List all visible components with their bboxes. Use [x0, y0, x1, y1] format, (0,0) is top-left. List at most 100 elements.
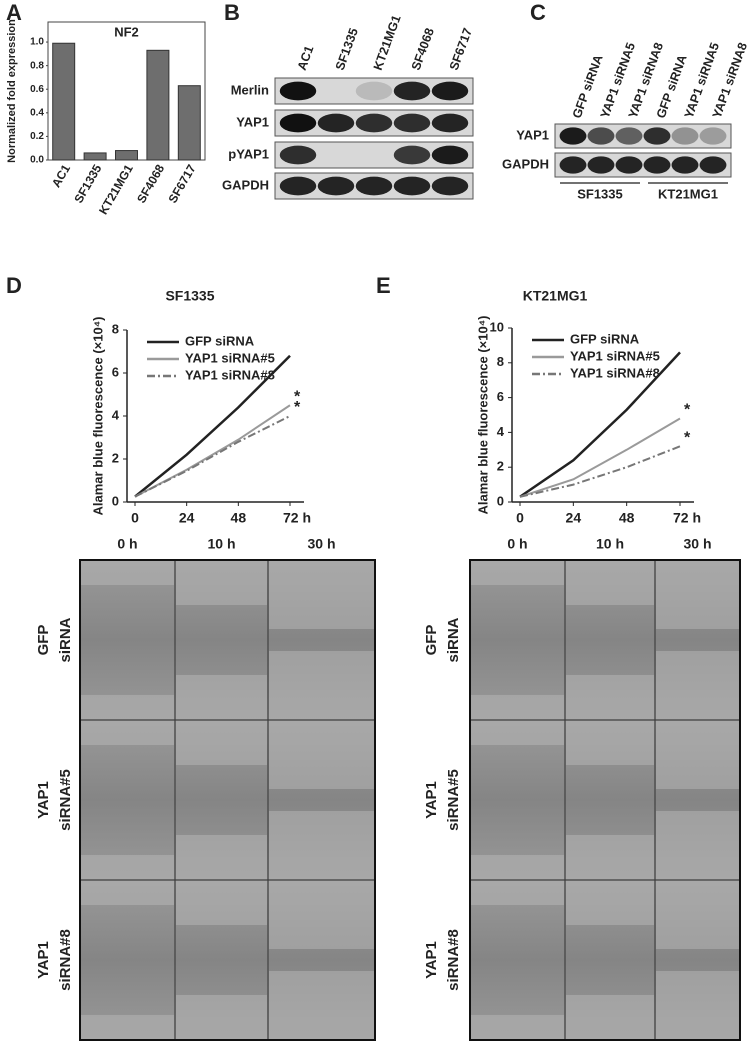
- x-tick-label: SF1335: [71, 162, 104, 206]
- blot-band: [355, 81, 393, 101]
- cell-front-top: [176, 721, 267, 765]
- x-tick-label: 72 h: [673, 510, 701, 526]
- row-label: GFP: [35, 625, 52, 656]
- cell-front-top: [81, 721, 174, 745]
- blot-band: [431, 113, 469, 133]
- time-label: 0 h: [117, 536, 137, 552]
- blot-band: [279, 113, 317, 133]
- y-tick-label: 0.6: [30, 84, 44, 95]
- row-label: siRNA#5: [57, 769, 74, 831]
- blot-band: [393, 145, 431, 165]
- y-tick-label: 0.8: [30, 60, 44, 71]
- time-label: 30 h: [683, 536, 711, 552]
- y-tick-label: 4: [112, 407, 120, 422]
- blot-band: [431, 81, 469, 101]
- bar: [146, 49, 170, 161]
- cell-front-top: [471, 561, 564, 585]
- cell-front-top: [176, 561, 267, 605]
- micrograph: [79, 879, 176, 1041]
- bar: [52, 42, 76, 161]
- cell-front-bottom: [81, 1015, 174, 1039]
- cell-front-top: [471, 721, 564, 745]
- series-line: [134, 415, 291, 498]
- chart-title: KT21MG1: [523, 288, 588, 304]
- blot-band: [671, 127, 699, 145]
- blot-row-label: pYAP1: [228, 146, 269, 161]
- y-tick-label: 0.0: [30, 155, 44, 166]
- cell-front-top: [471, 881, 564, 905]
- cell-front-bottom: [81, 855, 174, 879]
- significance-mark: *: [294, 399, 301, 416]
- cell-front-bottom: [269, 811, 374, 879]
- significance-mark: *: [684, 430, 691, 447]
- legend-label: GFP siRNA: [570, 331, 640, 346]
- blot-row-label: YAP1: [516, 127, 549, 142]
- cell-front-bottom: [176, 835, 267, 879]
- micrograph: [79, 719, 176, 881]
- blot-band: [355, 113, 393, 133]
- legend-label: YAP1 siRNA#5: [185, 350, 275, 365]
- cell-front-bottom: [269, 971, 374, 1039]
- time-label: 10 h: [596, 536, 624, 552]
- row-label: siRNA: [445, 617, 462, 662]
- cell-front-bottom: [566, 995, 654, 1039]
- y-tick-label: 6: [497, 389, 504, 404]
- blot-band: [587, 156, 615, 174]
- x-tick-label: 72 h: [283, 510, 311, 526]
- x-tick-label: SF4068: [134, 162, 167, 206]
- micrograph: [469, 559, 566, 721]
- blot-lane-label: SF6717: [447, 26, 475, 72]
- blot-band: [393, 176, 431, 196]
- blot-row-label: GAPDH: [502, 156, 549, 171]
- series-line: [519, 351, 681, 498]
- blot-band: [699, 156, 727, 174]
- cell-front-top: [269, 561, 374, 629]
- time-label: 10 h: [207, 536, 235, 552]
- cell-front-bottom: [656, 651, 739, 719]
- blot-band: [587, 127, 615, 145]
- bar: [177, 85, 201, 161]
- blot-row-label: Merlin: [231, 82, 269, 97]
- blot-band: [615, 156, 643, 174]
- blot-band: [279, 176, 317, 196]
- y-tick-label: 8: [112, 321, 119, 336]
- blot-band: [279, 145, 317, 165]
- group-label: KT21MG1: [658, 186, 718, 201]
- y-tick-label: 2: [112, 450, 119, 465]
- grid-frame: [79, 559, 376, 1041]
- cell-front-top: [656, 721, 739, 789]
- blot-lane-label: AC1: [295, 44, 317, 72]
- series-line: [134, 404, 291, 498]
- y-tick-label: 10: [490, 319, 504, 334]
- blot-band: [279, 81, 317, 101]
- y-axis-label: Normalized fold expression: [6, 19, 18, 163]
- x-tick-label: 48: [231, 510, 247, 526]
- series-line: [519, 445, 681, 498]
- y-axis-label: Alamar blue fluorescence (×10⁴): [475, 316, 490, 515]
- group-label: SF1335: [577, 186, 623, 201]
- blot-band: [615, 127, 643, 145]
- panel-letter: E: [376, 273, 391, 298]
- chart-title: NF2: [114, 24, 139, 39]
- cell-front-bottom: [176, 995, 267, 1039]
- cell-front-top: [656, 881, 739, 949]
- blot-band: [559, 156, 587, 174]
- significance-mark: *: [294, 388, 301, 405]
- cell-front-top: [566, 881, 654, 925]
- x-tick-label: 48: [619, 510, 635, 526]
- y-tick-label: 0.2: [30, 131, 44, 142]
- blot-band: [559, 127, 587, 145]
- blot-lane-label: KT21MG1: [371, 13, 404, 72]
- blot-band: [393, 113, 431, 133]
- time-label: 0 h: [507, 536, 527, 552]
- bar: [83, 152, 107, 161]
- grid-frame: [469, 559, 741, 1041]
- row-label: YAP1: [423, 941, 440, 979]
- cell-front-bottom: [656, 811, 739, 879]
- legend-label: YAP1 siRNA#8: [570, 365, 660, 380]
- row-label: siRNA#5: [445, 769, 462, 831]
- panel-letter: C: [530, 0, 546, 25]
- row-label: YAP1: [35, 781, 52, 819]
- cell-front-bottom: [471, 855, 564, 879]
